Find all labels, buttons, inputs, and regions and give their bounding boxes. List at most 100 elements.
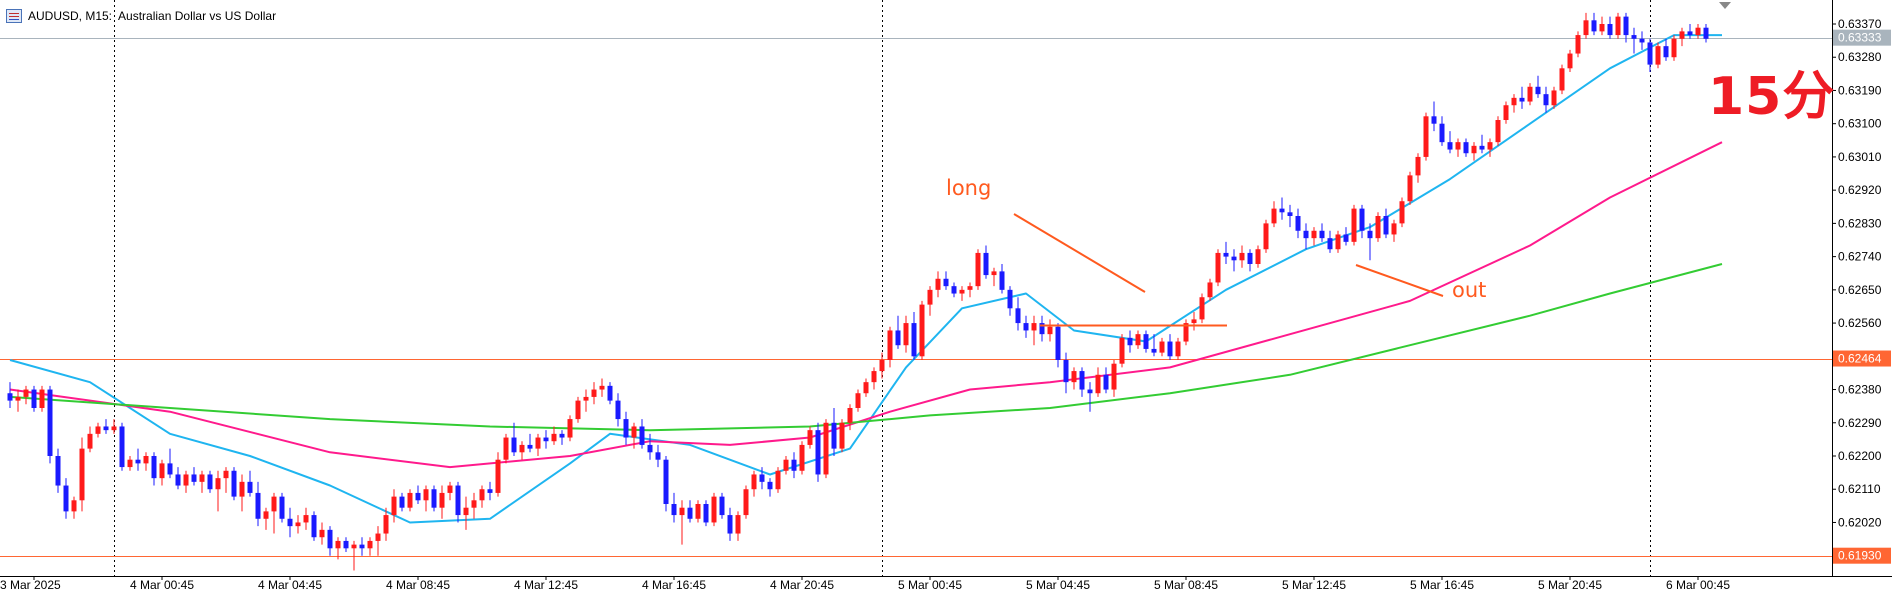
shift-marker-icon[interactable] — [1719, 2, 1731, 9]
candle — [751, 470, 757, 497]
candle — [1375, 212, 1381, 242]
candle-body — [1119, 337, 1125, 364]
candle-body — [1511, 97, 1517, 106]
candle-body — [991, 271, 997, 276]
candle — [775, 467, 781, 493]
candle-body — [1359, 208, 1365, 231]
candle — [159, 459, 165, 486]
moving-averages — [9, 34, 1723, 524]
candle — [1407, 171, 1413, 205]
candle — [1559, 64, 1565, 95]
candle-body — [831, 422, 837, 449]
candle — [1583, 12, 1589, 39]
candle — [855, 389, 861, 412]
candle-body — [1239, 252, 1245, 261]
x-tick-label: 5 Mar 12:45 — [1282, 578, 1346, 592]
candle — [199, 470, 205, 493]
candle — [1695, 24, 1701, 39]
candle-body — [559, 433, 565, 438]
candle — [1263, 219, 1269, 253]
candle-body — [1391, 223, 1397, 235]
horizontal-lines — [0, 38, 1832, 557]
candle — [503, 433, 509, 464]
candle-body — [151, 456, 157, 479]
x-tick-label: 4 Mar 04:45 — [258, 578, 322, 592]
candle — [959, 286, 965, 301]
candle — [703, 500, 709, 527]
candle — [303, 507, 309, 530]
candle — [1399, 197, 1405, 228]
candle — [847, 404, 853, 431]
candle-body — [687, 507, 693, 519]
candle — [1663, 38, 1669, 61]
y-tick-label: 0.62920 — [1838, 183, 1882, 197]
candle — [1111, 360, 1117, 397]
candle-body — [1575, 35, 1581, 54]
candle — [623, 411, 629, 445]
y-tick-label: 0.62200 — [1838, 449, 1882, 463]
y-tick-label: 0.63190 — [1838, 83, 1882, 97]
x-tick-label: 3 Mar 2025 — [0, 578, 61, 592]
candle-body — [1583, 20, 1589, 36]
candle — [663, 456, 669, 512]
candle — [1279, 197, 1285, 220]
candle — [151, 452, 157, 486]
candle — [767, 478, 773, 497]
candle — [991, 267, 997, 287]
candle — [351, 540, 357, 571]
candle — [647, 433, 653, 460]
candle-body — [287, 518, 293, 527]
candle-body — [1335, 234, 1341, 250]
candle — [615, 393, 621, 427]
candle-body — [1655, 46, 1661, 65]
candle — [167, 448, 173, 479]
candle — [1359, 204, 1365, 239]
candle — [711, 492, 717, 527]
candle — [1455, 138, 1461, 157]
candle-body — [495, 459, 501, 493]
x-tick-label: 4 Mar 12:45 — [514, 578, 578, 592]
candle — [935, 271, 941, 298]
candle — [759, 467, 765, 490]
price-tag-text: 0.63333 — [1838, 31, 1882, 45]
candle-body — [919, 304, 925, 357]
annotation-lines — [1013, 213, 1444, 327]
candle — [887, 326, 893, 368]
candle — [479, 485, 485, 508]
candle — [823, 419, 829, 479]
candle — [863, 378, 869, 397]
candle — [1535, 75, 1541, 98]
candle — [1671, 35, 1677, 61]
candle-body — [1207, 282, 1213, 298]
candle — [1303, 223, 1309, 250]
candle — [1423, 112, 1429, 161]
candle-body — [783, 459, 789, 471]
candle-body — [471, 500, 477, 508]
candle — [1167, 334, 1173, 360]
candle-body — [1543, 94, 1549, 106]
candle — [295, 515, 301, 534]
candle — [599, 378, 605, 397]
candle — [1447, 131, 1453, 154]
candle-body — [431, 489, 437, 508]
x-tick-label: 5 Mar 00:45 — [898, 578, 962, 592]
candle — [951, 282, 957, 298]
candle — [447, 481, 453, 501]
chart-window-icon[interactable] — [6, 9, 22, 23]
candles — [7, 12, 1709, 571]
candle-body — [479, 489, 485, 501]
candle-body — [1127, 337, 1133, 346]
candle-body — [71, 500, 77, 512]
candle-body — [455, 485, 461, 516]
candle-body — [351, 544, 357, 549]
candle-body — [119, 426, 125, 468]
candle — [495, 452, 501, 497]
candle — [1175, 337, 1181, 360]
candle — [1295, 208, 1301, 239]
candle-body — [1031, 323, 1037, 331]
candle-body — [647, 444, 653, 453]
candle-body — [839, 422, 845, 449]
candle — [1063, 352, 1069, 394]
candle — [1199, 293, 1205, 324]
